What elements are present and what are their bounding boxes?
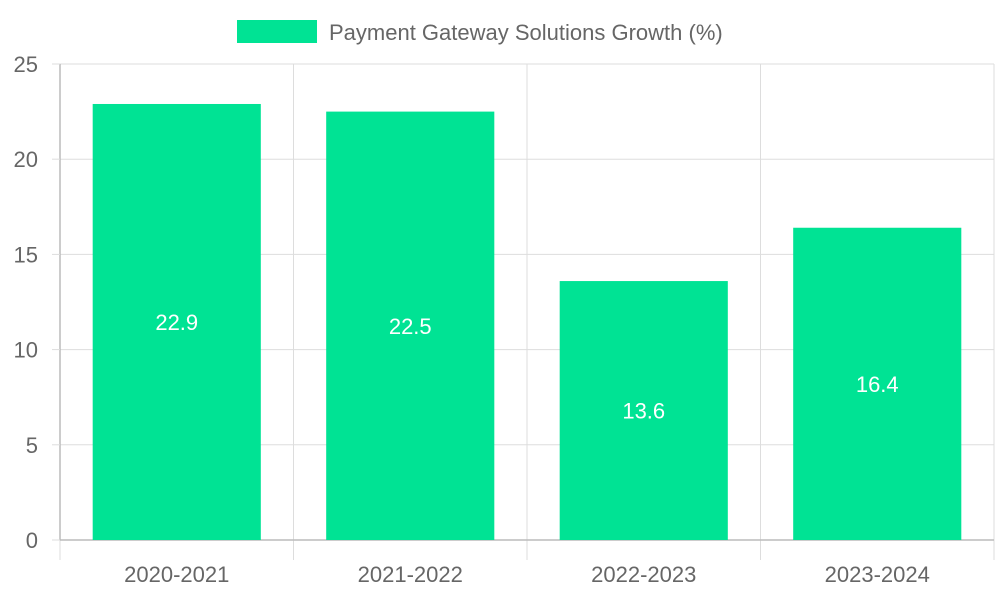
y-tick-label: 5	[26, 433, 38, 458]
x-tick-label: 2022-2023	[591, 562, 696, 587]
bar-value-label: 16.4	[856, 372, 899, 397]
y-axis-ticks: 0 5 10 15 20 25	[14, 52, 60, 553]
y-tick-label: 15	[14, 242, 38, 267]
data-labels: 22.9 22.5 13.6 16.4	[155, 310, 898, 424]
bar-value-label: 13.6	[622, 399, 665, 424]
y-tick-label: 25	[14, 52, 38, 77]
bar[interactable]	[92, 103, 261, 540]
bar-value-label: 22.5	[389, 314, 432, 339]
legend-label[interactable]: Payment Gateway Solutions Growth (%)	[329, 20, 723, 45]
x-tick-label: 2021-2022	[358, 562, 463, 587]
bar-value-label: 22.9	[155, 310, 198, 335]
bar[interactable]	[793, 227, 962, 540]
y-tick-label: 20	[14, 147, 38, 172]
y-tick-label: 0	[26, 528, 38, 553]
y-tick-label: 10	[14, 338, 38, 363]
x-axis-ticks: 2020-2021 2021-2022 2022-2023 2023-2024	[124, 562, 930, 587]
bars	[92, 103, 962, 540]
x-tick-label: 2020-2021	[124, 562, 229, 587]
bar[interactable]	[326, 111, 495, 540]
legend[interactable]: Payment Gateway Solutions Growth (%)	[237, 20, 723, 45]
x-tick-label: 2023-2024	[825, 562, 930, 587]
legend-swatch[interactable]	[237, 20, 317, 43]
bar[interactable]	[559, 281, 728, 540]
